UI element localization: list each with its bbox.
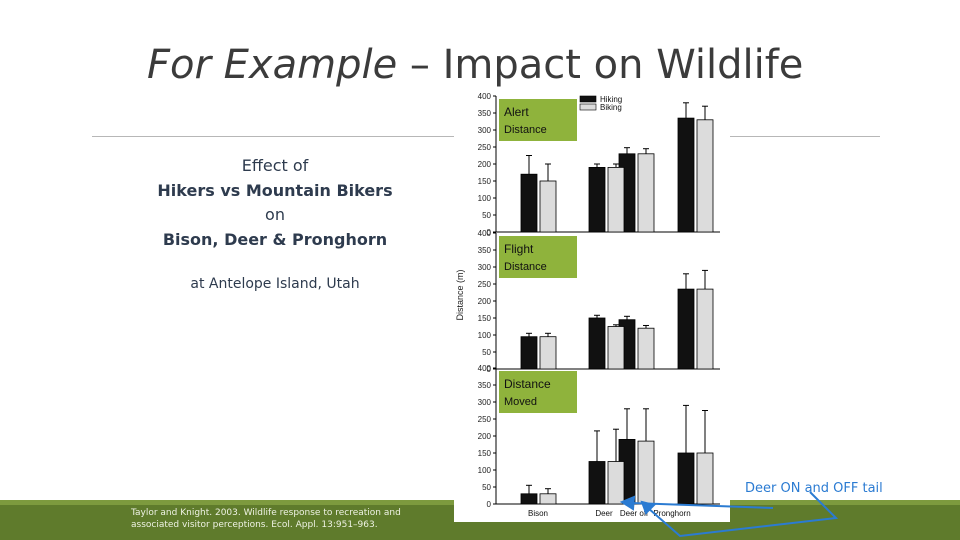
y-tick-label: 300	[478, 398, 492, 407]
study-description: Effect of Hikers vs Mountain Bikers on B…	[140, 154, 410, 252]
y-tick-label: 200	[478, 297, 492, 306]
x-tick-label: Deer off	[620, 509, 649, 518]
y-tick-label: 150	[478, 449, 492, 458]
panel-label-line2: Distance	[504, 261, 547, 273]
bar-biking	[637, 153, 655, 233]
legend-label-hiking: Hiking	[600, 95, 622, 104]
description-line-3: on	[265, 205, 285, 224]
panel-label: Flight Distance	[499, 236, 577, 278]
y-tick-label: 100	[478, 331, 492, 340]
y-tick-label: 50	[482, 348, 491, 357]
chart-svg: Distance (m) 0 50 100 150 200 250 300 350 400 Aler…	[455, 92, 720, 518]
y-tick-label: 250	[478, 415, 492, 424]
y-tick-label: 100	[478, 466, 492, 475]
panel-3: 0 50 100 150 200 250 300 350 400 Distance Moved	[478, 364, 720, 509]
x-tick-label: Deer	[595, 509, 613, 518]
y-tick-label: 150	[478, 314, 492, 323]
y-tick-label: 400	[478, 92, 492, 101]
arrow-path-deer-off	[647, 491, 839, 538]
panel-label-line1: Alert	[504, 105, 529, 119]
legend-swatch-biking	[579, 103, 597, 111]
x-tick-label: Pronghorn	[653, 509, 690, 518]
arrow-head-deer-off	[640, 500, 656, 515]
y-tick-label: 50	[482, 483, 491, 492]
arrow-head-deer-on	[619, 495, 636, 511]
y-tick-label: 200	[478, 160, 492, 169]
y-tick-label: 300	[478, 126, 492, 135]
x-tick-label: Bison	[528, 509, 548, 518]
title-rest: – Impact on Wildlife	[397, 42, 804, 88]
y-tick-label: 400	[478, 364, 492, 373]
y-tick-label: 150	[478, 177, 492, 186]
panel-label-bg	[499, 371, 577, 413]
title-italic: For Example	[147, 42, 398, 88]
bar-biking	[539, 336, 557, 370]
description-line-4: Bison, Deer & Pronghorn	[162, 229, 388, 249]
y-tick-label: 350	[478, 246, 492, 255]
study-location: at Antelope Island, Utah	[190, 276, 360, 292]
y-axis-title: Distance (m)	[455, 269, 465, 320]
y-tick-label: 100	[478, 194, 492, 203]
y-tick-label: 250	[478, 280, 492, 289]
deer-note: Deer ON and OFF tail	[745, 481, 883, 496]
y-tick-label: 0	[487, 365, 492, 374]
y-tick-label: 250	[478, 143, 492, 152]
y-tick-label: 0	[487, 500, 492, 509]
panel-label-bg	[499, 99, 577, 141]
chart-plot: Distance (m) 0 50 100 150 200 250 300 350 400 Aler…	[455, 92, 720, 518]
panel-label-line2: Moved	[504, 396, 537, 408]
y-tick-label: 0	[487, 228, 492, 237]
y-tick-label: 300	[478, 263, 492, 272]
citation: Taylor and Knight. 2003. Wildlife respon…	[131, 508, 401, 530]
panel-label-line1: Flight	[504, 242, 534, 256]
y-tick-label: 50	[482, 211, 491, 220]
panel-label: Distance Moved	[499, 371, 577, 413]
description-line-2: Hikers vs Mountain Bikers	[157, 180, 393, 200]
y-tick-label: 400	[478, 229, 492, 238]
bar-biking	[696, 119, 714, 233]
bar-biking	[637, 327, 655, 370]
y-tick-label: 350	[478, 109, 492, 118]
y-tick-label: 200	[478, 432, 492, 441]
legend-label-biking: Biking	[600, 103, 622, 112]
description-line-1: Effect of	[241, 156, 309, 175]
slide-title: For Example – Impact on Wildlife	[147, 42, 803, 88]
arrow-shaft-deer-on	[631, 502, 774, 509]
chart-figure: Distance (m) 0 50 100 150 200 250 300 350 400 Aler…	[454, 90, 730, 522]
panel-2: 0 50 100 150 200 250 300 350 400 Flight Distance	[478, 229, 720, 374]
legend-swatch-hiking	[579, 95, 597, 103]
panel-label-bg	[499, 236, 577, 278]
panel-label-line2: Distance	[504, 124, 547, 136]
panel-label: Alert Distance	[499, 99, 577, 141]
bar-hiking	[520, 336, 538, 370]
divider-left	[92, 136, 456, 137]
divider-right	[724, 136, 880, 137]
panel-label-line1: Distance	[504, 377, 551, 391]
panel-1: 0 50 100 150 200 250 300 350 400 Alert Distance	[478, 92, 720, 237]
y-tick-label: 350	[478, 381, 492, 390]
